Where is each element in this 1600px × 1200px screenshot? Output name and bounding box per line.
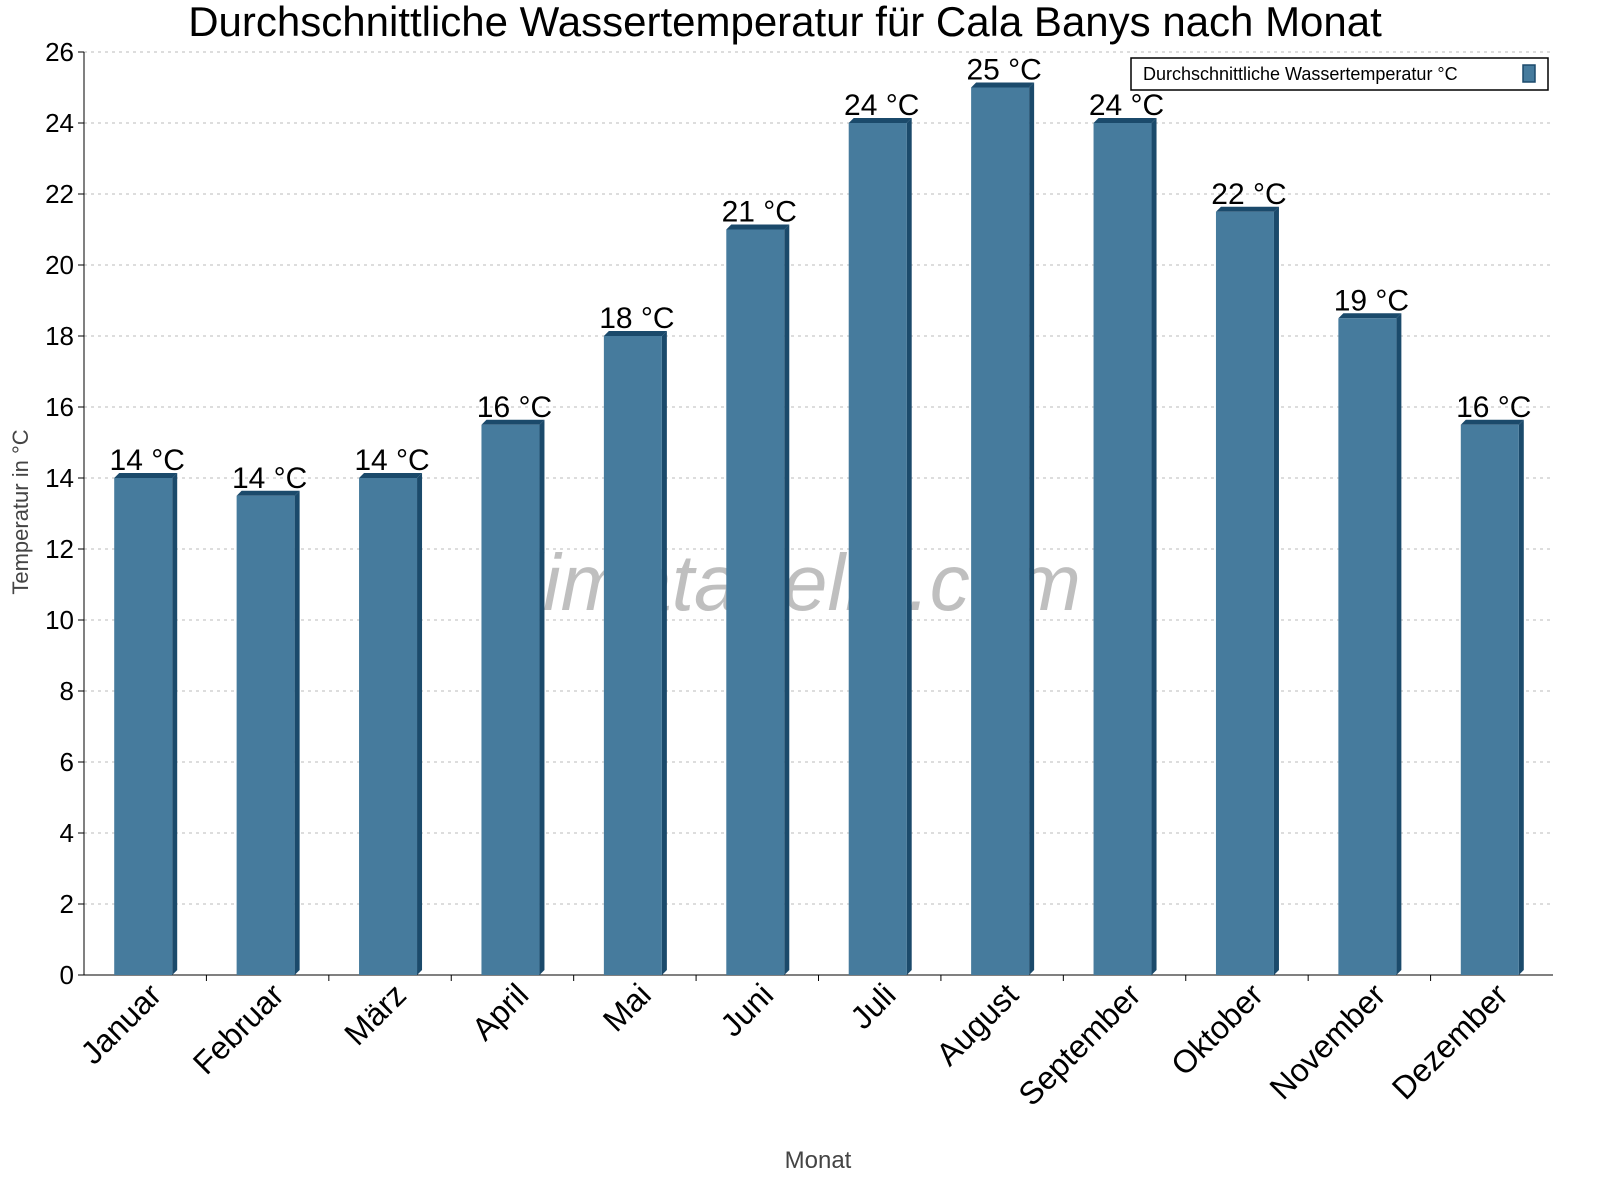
bar-side — [784, 224, 790, 975]
bar-data-label: 16 °C — [1456, 391, 1531, 424]
bar-side — [417, 473, 423, 975]
x-tick-label: April — [465, 976, 536, 1047]
x-tick-label: Oktober — [1164, 976, 1270, 1082]
bar — [481, 424, 540, 975]
bar — [1338, 318, 1397, 975]
bar-top — [1093, 118, 1157, 123]
bar-data-label: 21 °C — [722, 196, 797, 229]
x-axis: Januar Februar März April Mai Juni Juli AugustS… — [74, 974, 1553, 1113]
bar-top — [726, 224, 790, 230]
y-tick-label: 4 — [60, 818, 74, 848]
x-tick-label: August — [929, 976, 1025, 1072]
y-tick-label: 10 — [45, 605, 74, 635]
bar-side — [661, 331, 667, 975]
bar-top — [971, 82, 1035, 88]
bar-top — [603, 331, 667, 336]
bar-top — [481, 419, 545, 425]
bar — [236, 495, 295, 975]
x-tick-label: Februar — [186, 976, 291, 1081]
bar-data-label: 19 °C — [1334, 284, 1409, 317]
bars: 14 °C 14 °C 14 °C 16 °C 18 °C 21 °C 24 °C 25 °C… — [110, 54, 1531, 975]
bar-side — [1029, 82, 1035, 975]
bar-top — [1338, 313, 1402, 319]
bar — [971, 87, 1030, 975]
bar — [1215, 211, 1274, 975]
bar-data-label: 24 °C — [1089, 89, 1164, 122]
bar-data-label: 18 °C — [599, 302, 674, 335]
bar — [726, 229, 785, 975]
y-tick-label: 22 — [45, 179, 74, 209]
bar-side — [1518, 419, 1524, 975]
bar-data-label: 14 °C — [110, 444, 185, 477]
x-tick-label: Mai — [596, 976, 658, 1038]
y-tick-label: 8 — [60, 676, 74, 706]
x-tick-label: November — [1262, 976, 1392, 1106]
x-tick-label: September — [1011, 976, 1147, 1112]
legend-swatch — [1522, 64, 1536, 83]
bar-top — [114, 473, 178, 478]
bar-top — [848, 118, 912, 123]
bar — [848, 123, 907, 975]
x-tick-label: März — [337, 976, 413, 1052]
bar — [603, 336, 662, 975]
legend[interactable]: Durchschnittliche Wassertemperatur °C — [1130, 57, 1549, 91]
bar-data-label: 24 °C — [844, 89, 919, 122]
bar — [359, 478, 418, 975]
y-tick-label: 0 — [60, 960, 74, 990]
y-tick-label: 2 — [60, 889, 74, 919]
bar-side — [906, 118, 912, 975]
y-tick-label: 16 — [45, 392, 74, 422]
bar-data-label: 14 °C — [354, 444, 429, 477]
bar — [114, 478, 173, 975]
y-tick-label: 6 — [60, 747, 74, 777]
legend-box — [1130, 57, 1549, 91]
bar-top — [236, 490, 300, 496]
x-tick-label: Januar — [74, 976, 169, 1071]
bar-side — [1151, 118, 1157, 975]
legend-label: Durchschnittliche Wassertemperatur °C — [1143, 64, 1458, 84]
bar-top — [1215, 206, 1279, 212]
x-tick-label: Juni — [713, 976, 780, 1043]
chart-title: Durchschnittliche Wassertemperatur für C… — [188, 0, 1382, 45]
bar — [1460, 424, 1519, 975]
y-tick-label: 12 — [45, 534, 74, 564]
bar — [1093, 123, 1152, 975]
y-tick-label: 14 — [45, 463, 74, 493]
bar-side — [1396, 313, 1402, 975]
x-tick-label: Dezember — [1385, 976, 1515, 1106]
x-tick-label: Juli — [843, 976, 902, 1035]
bar-top — [359, 473, 423, 478]
bar-side — [1273, 206, 1279, 975]
bar-data-label: 16 °C — [477, 391, 552, 424]
y-tick-label: 20 — [45, 250, 74, 280]
y-tick-label: 24 — [45, 108, 74, 138]
bar-data-label: 25 °C — [966, 54, 1041, 87]
bar-side — [294, 490, 300, 975]
bar-top — [1460, 419, 1524, 425]
bar-side — [172, 473, 178, 975]
bar-side — [539, 419, 545, 975]
y-tick-label: 26 — [45, 37, 74, 67]
y-axis-label: Temperatur in °C — [8, 429, 33, 594]
x-axis-label: Monat — [785, 1147, 852, 1174]
bar-data-label: 22 °C — [1211, 178, 1286, 211]
y-tick-label: 18 — [45, 321, 74, 351]
bar-data-label: 14 °C — [232, 462, 307, 495]
